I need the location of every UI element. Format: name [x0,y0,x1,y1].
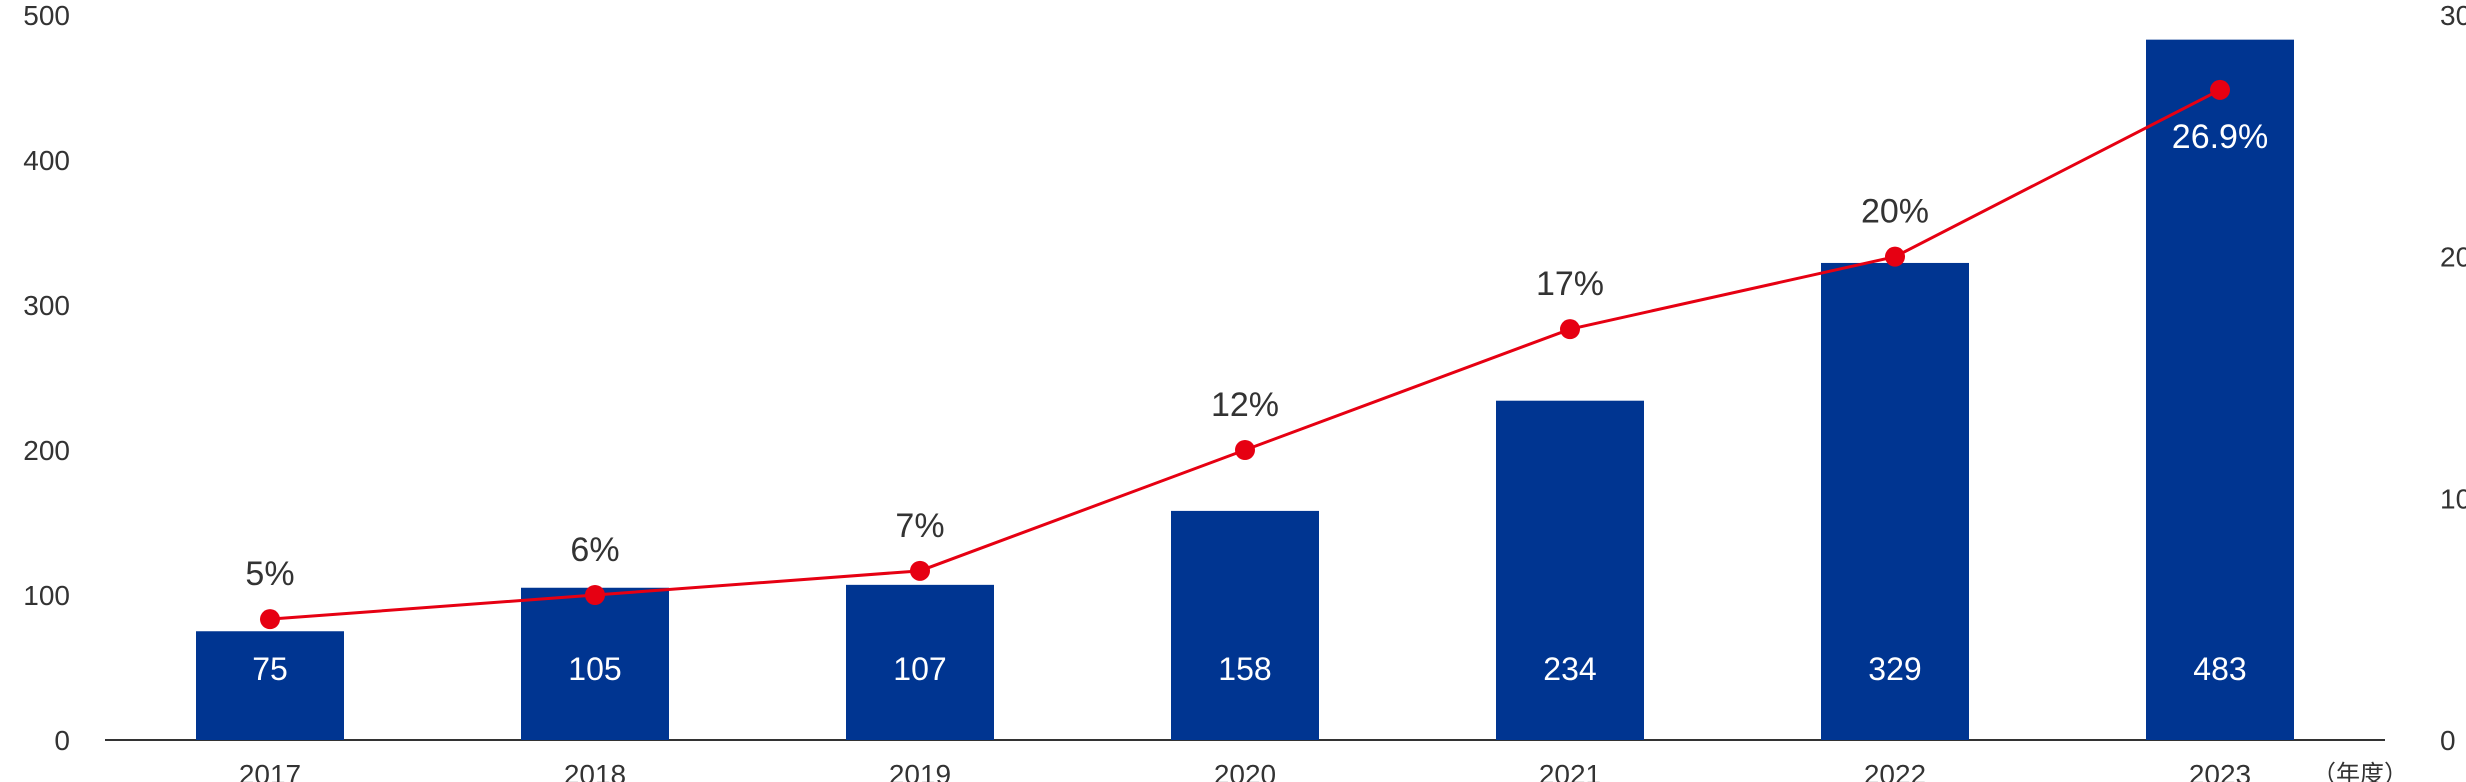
ratio-point [910,560,930,581]
y-left-tick-label: 500 [23,0,70,31]
labels-layer: 75 105 107 158 234 329 483 5% 6% 7% 12% 17% 20% 26.9% [245,118,2268,687]
bar [521,587,669,740]
y-left-tick-label: 200 [23,435,70,466]
bar [846,584,994,740]
y-right-tick-label: 10 [2440,483,2466,514]
ratio-point [1885,246,1905,267]
ratio-value-label: 17% [1536,265,1604,303]
bar [2146,39,2294,740]
ratio-point [260,609,280,630]
ratio-value-label: 7% [895,507,944,545]
ratio-point [1560,319,1580,340]
ratio-point [1235,440,1255,460]
ratio-value-label: 6% [570,531,619,569]
bar-value-label: 75 [252,651,288,687]
ratio-value-label: 12% [1211,386,1279,424]
x-tick-label: 2022 [1864,759,1926,782]
x-tick-label: 2023 [2189,759,2251,782]
bar-value-label: 329 [1868,651,1921,687]
bar-value-label: 107 [893,651,946,687]
y-left-tick-label: 300 [23,290,70,321]
y-left-tick-label: 0 [54,725,70,756]
x-tick-label: 2017 [239,759,301,782]
x-tick-label: 2020 [1214,759,1276,782]
bar [1171,510,1319,740]
y-left-tick-label: 100 [23,580,70,611]
y-right-tick-label: 30 [2440,0,2466,31]
bar-value-label: 234 [1543,651,1596,687]
y-left-tick-label: 400 [23,145,70,176]
bar-value-label: 158 [1218,651,1271,687]
bar [1821,262,1969,740]
bar [196,631,344,740]
axes-layer: 0 100 200 300 400 500 0 10 20 30 2017 2018 2019 2020 2… [23,0,2466,782]
ratio-point [2210,79,2230,100]
ratio-value-label: 5% [245,555,294,593]
ratio-value-label: 20% [1861,193,1929,231]
bar [1496,400,1644,740]
y-right-tick-label: 20 [2440,242,2466,273]
x-tick-label: 2018 [564,759,626,782]
bar-value-label: 483 [2193,651,2246,687]
x-tick-label: 2019 [889,759,951,782]
ratio-point [585,585,605,605]
y-right-tick-label: 0 [2440,725,2456,756]
line-layer [260,79,2230,630]
x-unit-label: （年度） [2312,761,2408,782]
ratio-value-label: 26.9% [2172,118,2268,156]
x-tick-label: 2021 [1539,759,1601,782]
bars-layer [196,39,2294,740]
bar-value-label: 105 [568,651,621,687]
